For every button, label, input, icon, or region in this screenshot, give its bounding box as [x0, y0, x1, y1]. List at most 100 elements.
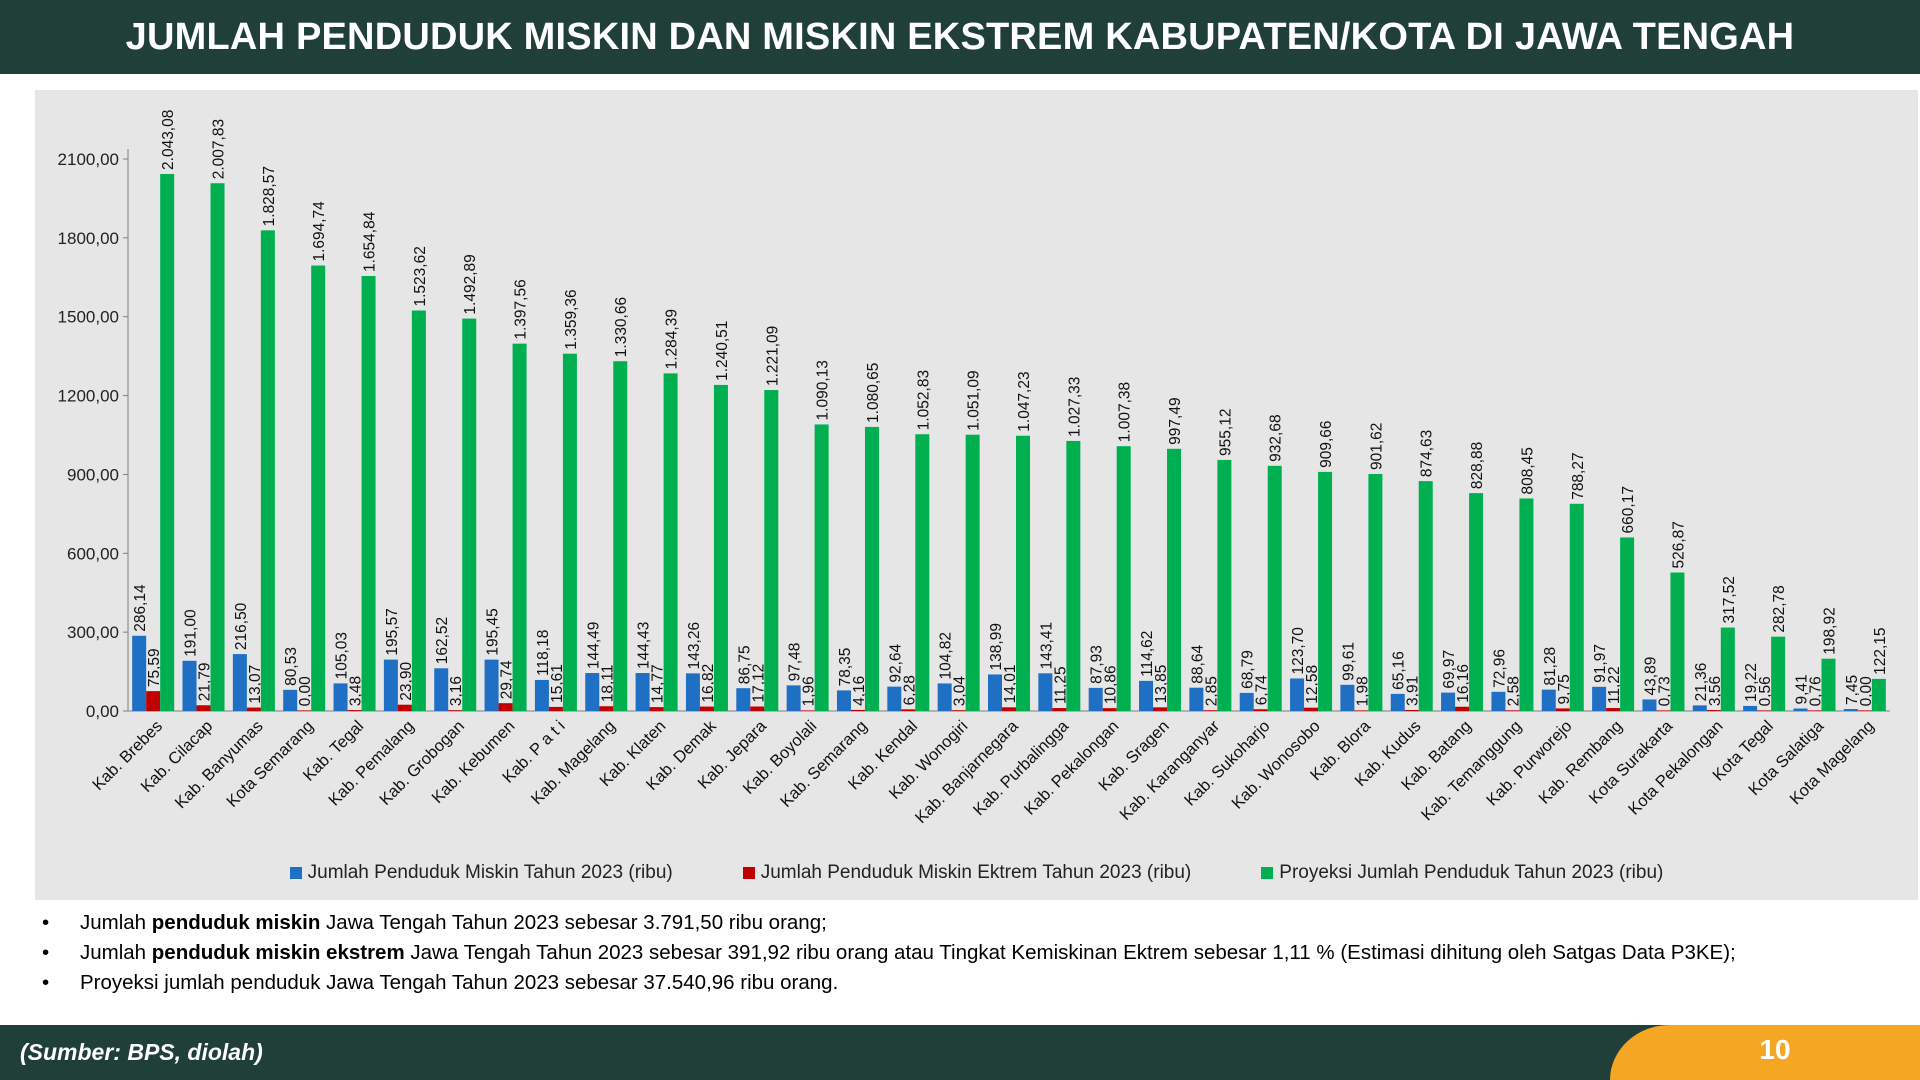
bar-miskin	[383, 659, 398, 711]
source-note: (Sumber: BPS, diolah)	[20, 1039, 263, 1065]
data-label: 2,85	[1203, 676, 1220, 706]
bar-miskin	[132, 635, 147, 711]
bar-ekstrem	[1857, 710, 1872, 711]
data-label: 526,87	[1670, 521, 1687, 568]
y-tick-label: 600,00	[67, 544, 119, 563]
data-label: 195,45	[485, 608, 502, 655]
bar-ekstrem	[297, 710, 312, 711]
legend-item-proyeksi: Proyeksi Jumlah Penduduk Tahun 2023 (rib…	[1261, 862, 1663, 884]
bar-proyeksi	[1871, 678, 1886, 711]
data-label: 80,53	[283, 647, 300, 686]
data-label: 81,28	[1542, 647, 1559, 686]
data-label: 2.007,83	[211, 119, 228, 179]
legend-item-miskin: Jumlah Penduduk Miskin Tahun 2023 (ribu)	[289, 862, 673, 884]
legend-swatch-blue	[289, 867, 302, 879]
x-category-label: Kab. Purworejo	[1483, 717, 1575, 809]
bullet-2-pre: Jumlah	[80, 941, 152, 964]
data-label: 69,97	[1441, 650, 1458, 689]
bar-proyeksi	[663, 373, 678, 711]
bar-ekstrem	[1203, 710, 1218, 711]
x-category-label: Kab. Pekalongan	[1021, 717, 1123, 819]
data-label: 932,68	[1268, 414, 1285, 461]
bar-ekstrem	[196, 705, 211, 711]
bar-ekstrem	[1555, 708, 1570, 711]
data-label: 1.330,66	[613, 297, 630, 357]
y-tick-label: 900,00	[67, 465, 119, 484]
data-label: 16,16	[1455, 664, 1472, 703]
bullet-1-post: Jawa Tengah Tahun 2023 sebesar 3.791,50 …	[320, 911, 827, 934]
data-label: 1.221,09	[764, 326, 781, 386]
bar-miskin	[1843, 709, 1858, 711]
data-label: 1.828,57	[261, 166, 278, 226]
bar-proyeksi	[1016, 435, 1030, 711]
data-label: 1.397,56	[513, 279, 530, 339]
bar-miskin	[434, 668, 449, 711]
data-label: 1.694,74	[311, 201, 328, 262]
y-tick-label: 0,00	[86, 702, 119, 721]
bar-ekstrem	[548, 706, 563, 711]
data-label: 1.007,38	[1117, 382, 1134, 442]
x-category-label: Kota Semarang	[223, 717, 317, 811]
data-label: 2,58	[1505, 676, 1522, 706]
data-label: 955,12	[1217, 409, 1234, 456]
data-label: 901,62	[1368, 423, 1385, 470]
bullet-1-pre: Jumlah	[80, 911, 152, 934]
bar-miskin	[534, 679, 549, 711]
data-label: 191,00	[183, 609, 200, 657]
bar-miskin	[1793, 708, 1808, 711]
bar-ekstrem	[397, 704, 412, 711]
bar-miskin	[1139, 680, 1154, 711]
data-label: 1.047,23	[1016, 371, 1033, 431]
bar-miskin	[635, 673, 650, 711]
bar-proyeksi	[613, 361, 628, 711]
bullet-penduduk-miskin-ekstrem: Jumlah penduduk miskin ekstrem Jawa Teng…	[40, 938, 1900, 968]
bar-proyeksi	[411, 310, 426, 711]
data-label: 29,74	[499, 660, 516, 699]
data-label: 1.051,09	[966, 370, 983, 430]
bar-ekstrem	[1656, 710, 1671, 711]
data-label: 88,64	[1189, 645, 1206, 684]
data-label: 0,73	[1656, 676, 1673, 706]
data-label: 97,48	[787, 643, 804, 682]
bar-proyeksi	[1569, 503, 1584, 711]
bar-ekstrem	[1002, 707, 1016, 711]
data-label: 286,14	[132, 584, 149, 632]
bar-ekstrem	[901, 709, 916, 711]
bar-ekstrem	[1253, 709, 1268, 711]
bar-ekstrem	[1102, 708, 1117, 711]
bar-miskin	[1441, 692, 1456, 711]
data-label: 17,12	[750, 664, 767, 703]
bar-ekstrem	[1153, 707, 1168, 711]
x-category-label: Kab. Purbalingga	[970, 717, 1073, 820]
bar-proyeksi	[1066, 440, 1081, 711]
y-tick-label: 2100,00	[58, 150, 119, 169]
bar-miskin	[333, 683, 348, 711]
page-number-tab	[1610, 1025, 1920, 1080]
bar-ekstrem	[599, 706, 614, 711]
data-label: 1,98	[1354, 676, 1371, 706]
bar-miskin	[1290, 678, 1305, 711]
data-label: 1.052,83	[915, 370, 932, 430]
bar-miskin	[937, 683, 952, 711]
data-label: 13,85	[1153, 665, 1170, 704]
x-category-label: Kab. Banyumas	[172, 717, 267, 812]
bar-miskin	[988, 674, 1002, 711]
chart-panel: 0,00 300,00 600,00 900,00 1200,00 1500,00 1800…	[35, 90, 1918, 900]
bar-ekstrem	[448, 710, 463, 711]
legend-label-ekstrem: Jumlah Penduduk Miskin Ektrem Tahun 2023…	[760, 862, 1192, 883]
data-label: 13,07	[247, 665, 264, 704]
bar-ekstrem	[1706, 710, 1721, 711]
y-tick-label: 1500,00	[58, 308, 119, 327]
data-label: 9,75	[1556, 674, 1573, 704]
bar-miskin	[1340, 684, 1355, 711]
data-label: 1.080,65	[865, 363, 882, 423]
data-label: 138,99	[988, 623, 1005, 670]
data-label: 4,16	[851, 676, 868, 706]
bar-proyeksi	[562, 353, 577, 711]
bar-miskin	[1088, 687, 1103, 711]
bar-proyeksi	[965, 434, 980, 711]
data-label: 162,52	[434, 617, 451, 664]
bar-miskin	[1541, 689, 1556, 711]
data-label: 114,62	[1139, 631, 1156, 677]
page-title: JUMLAH PENDUDUK MISKIN DAN MISKIN EKSTRE…	[125, 15, 1795, 58]
